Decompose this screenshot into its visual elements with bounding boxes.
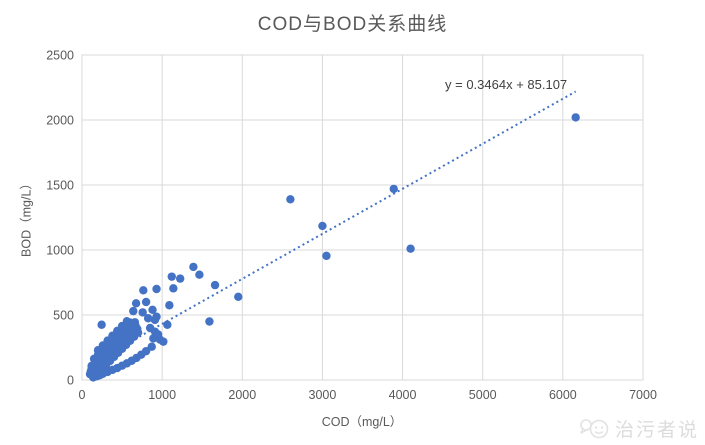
x-tick-label: 1000 [148,388,176,402]
y-tick-label: 1000 [46,244,74,258]
x-tick-label: 3000 [309,388,337,402]
data-point [165,301,174,310]
x-tick-label: 4000 [389,388,417,402]
trendline-equation-label: y = 0.3464x + 85.107 [445,77,568,92]
watermark-text: 治污者说 [614,420,699,441]
data-point [159,337,168,346]
trendline [93,90,577,364]
data-point [122,317,132,326]
x-tick-label: 7000 [629,388,657,402]
data-point [131,299,141,308]
data-point [147,342,156,351]
data-point [87,364,96,373]
data-point [143,314,153,323]
data-point [175,274,185,283]
data-point [189,262,198,272]
x-tick-label: 6000 [549,388,577,402]
data-point [97,320,106,329]
plot-border [81,54,644,381]
data-point [139,286,148,295]
data-point [195,270,204,279]
watermark: 治污者说 [578,415,699,442]
data-point [406,244,415,253]
x-tick-label: 0 [79,388,86,402]
y-tick-label: 1500 [46,179,74,193]
data-point [205,317,214,326]
data-point [322,251,331,261]
data-point [210,280,220,290]
data-point [141,297,151,307]
data-point [148,305,157,314]
y-tick-label: 0 [67,374,74,388]
data-point [286,195,295,204]
watermark-logo-icon [580,419,609,439]
x-tick-label: 2000 [228,388,256,402]
x-axis-title: COD（mg/L） [321,415,403,429]
y-tick-label: 2500 [46,49,74,63]
x-tick-label: 5000 [469,388,497,402]
data-point [138,308,147,317]
data-point [152,284,161,294]
chart-title: COD与BOD关系曲线 [257,14,448,35]
data-point [318,221,327,231]
data-point [129,306,138,316]
data-point [167,272,176,281]
data-point [163,320,172,329]
data-point [389,184,398,194]
data-point [571,113,580,122]
data-point [149,334,158,343]
y-axis-title: BOD（mg/L） [19,177,34,257]
data-point [234,292,243,301]
y-tick-label: 500 [53,309,74,323]
data-point [141,346,151,356]
data-point [169,284,178,293]
data-point [152,312,161,321]
y-tick-label: 2000 [46,114,74,128]
